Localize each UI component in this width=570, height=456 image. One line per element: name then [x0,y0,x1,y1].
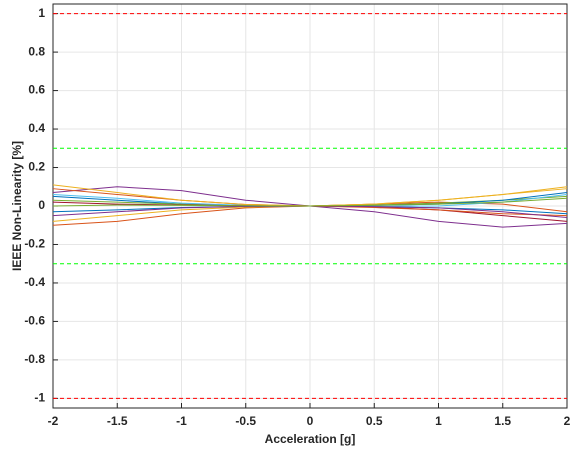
y-tick-label: -0.6 [24,314,45,328]
y-tick-label: 1 [38,6,45,20]
x-tick-label: 0.5 [366,414,383,428]
y-tick-label: 0.8 [28,44,45,58]
y-tick-label: 0 [38,198,45,212]
y-tick-label: 0.2 [28,160,45,174]
y-tick-label: -0.8 [24,352,45,366]
y-tick-label: -1 [34,391,45,405]
y-tick-label: -0.4 [24,275,45,289]
x-tick-label: 1.5 [494,414,511,428]
x-tick-label: 0 [307,414,314,428]
y-tick-label: -0.2 [24,237,45,251]
x-tick-label: 1 [435,414,442,428]
y-axis-label: IEEE Non-Linearity [%] [10,141,24,271]
y-tick-label: 0.6 [28,83,45,97]
y-tick-label: 0.4 [28,121,45,135]
x-tick-label: -1 [176,414,187,428]
x-tick-label: 2 [564,414,570,428]
x-tick-label: -0.5 [235,414,256,428]
x-axis-label: Acceleration [g] [265,432,356,446]
x-tick-label: -2 [48,414,59,428]
data-line [52,197,568,207]
x-tick-label: -1.5 [107,414,128,428]
